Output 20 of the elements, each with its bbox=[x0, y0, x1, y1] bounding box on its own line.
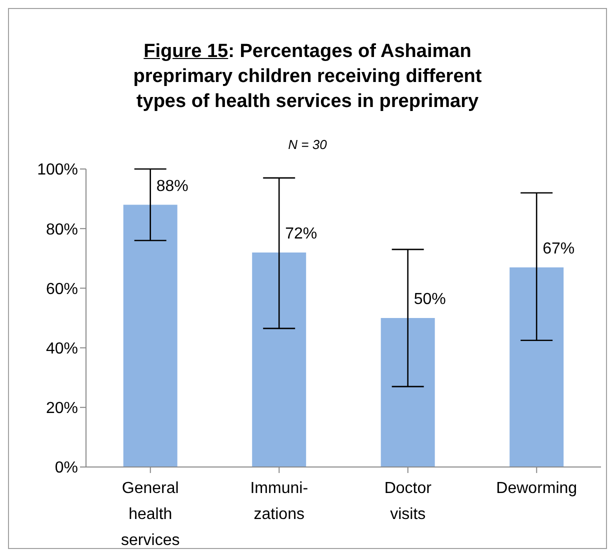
y-tick-label: 80% bbox=[46, 221, 78, 238]
x-tick-label: Immuni-zations bbox=[250, 480, 308, 523]
y-tick-label: 0% bbox=[54, 460, 78, 477]
bar bbox=[123, 204, 178, 467]
y-tick-label: 100% bbox=[37, 162, 78, 179]
data-label: 67% bbox=[542, 240, 575, 258]
data-label: 50% bbox=[414, 291, 446, 308]
bar bbox=[510, 267, 564, 467]
y-tick-label: 20% bbox=[46, 400, 78, 418]
data-label: 72% bbox=[285, 225, 318, 242]
bar bbox=[380, 318, 435, 467]
data-label: 88% bbox=[156, 178, 188, 195]
y-tick-label: 60% bbox=[46, 280, 78, 298]
x-tick-label: Doctor visits bbox=[384, 480, 432, 523]
chart-subtitle: N = 30 bbox=[287, 137, 328, 152]
x-tick-label: Deworming bbox=[496, 480, 578, 497]
chart-title: Figure 15: Percentages of Ashaiman preprimary children receiving different types of health services in preprimary bbox=[132, 40, 483, 114]
y-tick-label: 40% bbox=[46, 340, 78, 358]
x-tick-label: General health services bbox=[121, 480, 180, 549]
bar bbox=[252, 252, 306, 467]
